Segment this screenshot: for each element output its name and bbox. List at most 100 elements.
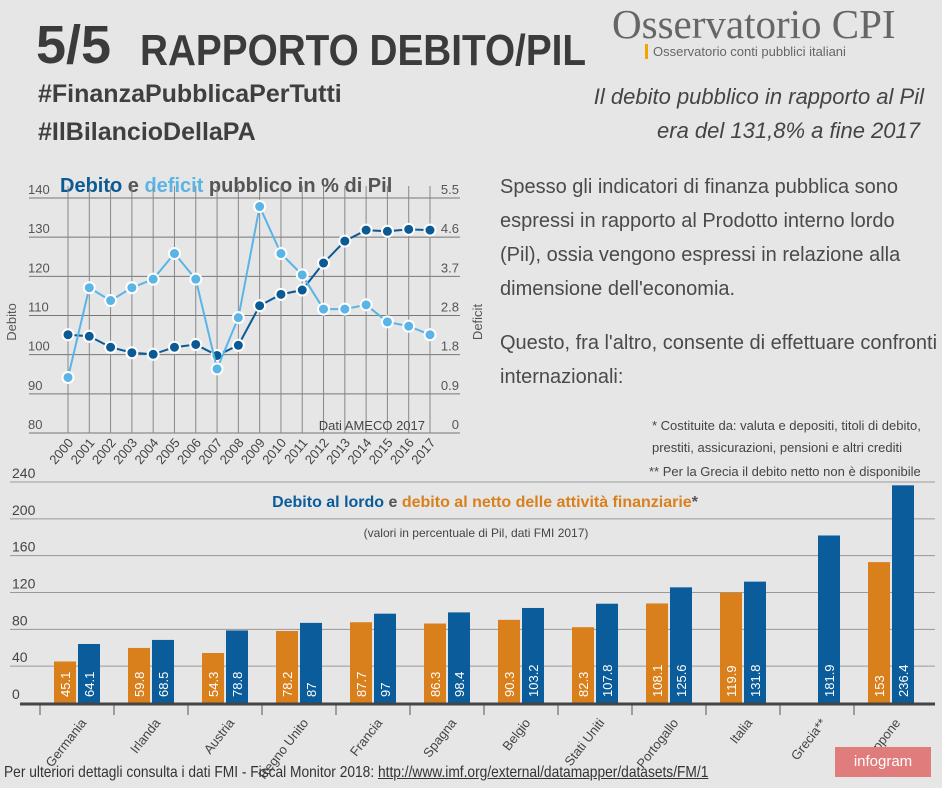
body-paragraph-2: Questo, fra l'altro, consente di effettu…: [500, 332, 938, 388]
data-label: 97: [378, 683, 393, 697]
data-point: [338, 234, 352, 248]
data-point: [82, 329, 96, 343]
y-tick-label: 80: [28, 417, 42, 432]
bar: [226, 630, 248, 703]
data-point: [380, 315, 394, 329]
data-point: [82, 281, 96, 295]
logo: Osservatorio CPI: [612, 1, 896, 47]
x-tick-label: 2017: [408, 435, 438, 467]
bar-chart-subtitle: (valori in percentuale di Pil, dati FMI …: [364, 526, 589, 540]
data-point: [402, 319, 416, 333]
data-label: 78.2: [280, 672, 295, 697]
data-label: 181.9: [822, 664, 837, 697]
source-label: Dati AMECO 2017: [319, 418, 425, 433]
data-point: [189, 337, 203, 351]
data-point: [125, 281, 139, 295]
data-label: 64.1: [82, 672, 97, 697]
bar: [720, 592, 742, 703]
y2-tick-label: 4.6: [441, 221, 459, 236]
data-label: 153: [872, 675, 887, 697]
y-tick-label: 120: [28, 260, 50, 275]
title-part: Debito al lordo: [272, 494, 384, 511]
title-part: pubblico in % di Pil: [203, 175, 392, 197]
data-label: 90.3: [502, 672, 517, 697]
bar: [128, 647, 150, 703]
page-title: RAPPORTO DEBITO/PIL: [140, 26, 587, 75]
data-label: 119.9: [724, 665, 739, 697]
y2-tick-label: 5.5: [441, 182, 459, 197]
y-tick-label: 120: [12, 576, 36, 592]
bar: [572, 627, 594, 703]
data-label: 108.1: [650, 664, 665, 697]
data-point: [274, 247, 288, 261]
data-label: 68.5: [156, 672, 171, 697]
bar: [596, 603, 618, 703]
data-label: 54.3: [206, 672, 221, 697]
data-point: [125, 346, 139, 360]
title-part: e: [384, 494, 402, 511]
y-tick-label: 110: [28, 300, 49, 315]
data-point: [231, 338, 245, 352]
note-1a: * Costituite da: valuta e depositi, tito…: [652, 418, 921, 433]
slide-number: 5/5: [36, 15, 112, 75]
x-tick-label: Austria: [201, 715, 238, 757]
y-tick-label: 80: [12, 612, 28, 628]
bar: [152, 639, 174, 703]
bar: [448, 612, 470, 703]
bar: [868, 562, 890, 703]
x-tick-label: Stati Uniti: [561, 716, 607, 769]
y2-tick-label: 2.8: [441, 300, 459, 315]
title-part: e: [122, 175, 144, 197]
bar-chart: 0 40 80 120 160 200 240 Debito al lordo e debit…: [10, 465, 935, 782]
body-paragraph-1: Spesso gli indicatori di finanza pubblic…: [500, 176, 901, 300]
data-label: 59.8: [132, 672, 147, 697]
data-point: [338, 302, 352, 316]
bar: [374, 613, 396, 703]
y2-tick-label: 3.7: [441, 260, 459, 275]
data-label: 98.4: [452, 672, 467, 697]
data-point: [295, 283, 309, 297]
note-2: ** Per la Grecia il debito netto non è d…: [649, 464, 921, 479]
data-label: 236.4: [896, 664, 911, 697]
data-point: [423, 223, 437, 237]
y2-tick-label: 0.9: [441, 378, 459, 393]
bar: [54, 661, 76, 703]
bar: [522, 607, 544, 703]
bar: [646, 603, 668, 703]
title-part: *: [692, 494, 699, 511]
y-tick-label: 160: [12, 539, 36, 555]
data-label: 131.8: [748, 664, 763, 697]
line-chart: Debito e deficit pubblico in % di Pil 80 0…: [4, 175, 485, 467]
note-1b: prestiti, assicurazioni, pensioni e altr…: [652, 440, 902, 455]
y-tick-label: 240: [12, 465, 36, 481]
data-label: 107.8: [600, 664, 615, 697]
x-tick-label: Spagna: [420, 715, 460, 760]
data-point: [402, 222, 416, 236]
logo-tagline: Osservatorio conti pubblici italiani: [645, 44, 846, 59]
x-tick-label: Grecia**: [788, 716, 830, 763]
data-point: [104, 340, 118, 354]
bar: [670, 587, 692, 703]
bar: [892, 485, 914, 703]
data-label: 87: [304, 683, 319, 697]
data-point: [61, 328, 75, 342]
data-point: [274, 287, 288, 301]
x-tick-label: Francia: [347, 715, 386, 759]
infogram-badge[interactable]: infogram: [835, 747, 931, 777]
data-label: 78.8: [230, 672, 245, 697]
title-part: Debito: [60, 175, 122, 197]
y2-tick-label: 1.8: [441, 339, 459, 354]
y-tick-label: 200: [12, 502, 36, 518]
data-point: [146, 272, 160, 286]
imf-link[interactable]: http://www.imf.org/external/datamapper/d…: [377, 764, 709, 781]
data-point: [104, 294, 118, 308]
data-point: [167, 247, 181, 261]
data-point: [317, 302, 331, 316]
headline-line-2: era del 131,8% a fine 2017: [657, 118, 920, 143]
bar: [78, 643, 100, 703]
y2-axis-label: Deficit: [470, 304, 485, 341]
y-tick-label: 90: [28, 378, 42, 393]
bar: [350, 622, 372, 703]
x-tick-label: Italia: [727, 715, 756, 746]
data-point: [423, 328, 437, 342]
